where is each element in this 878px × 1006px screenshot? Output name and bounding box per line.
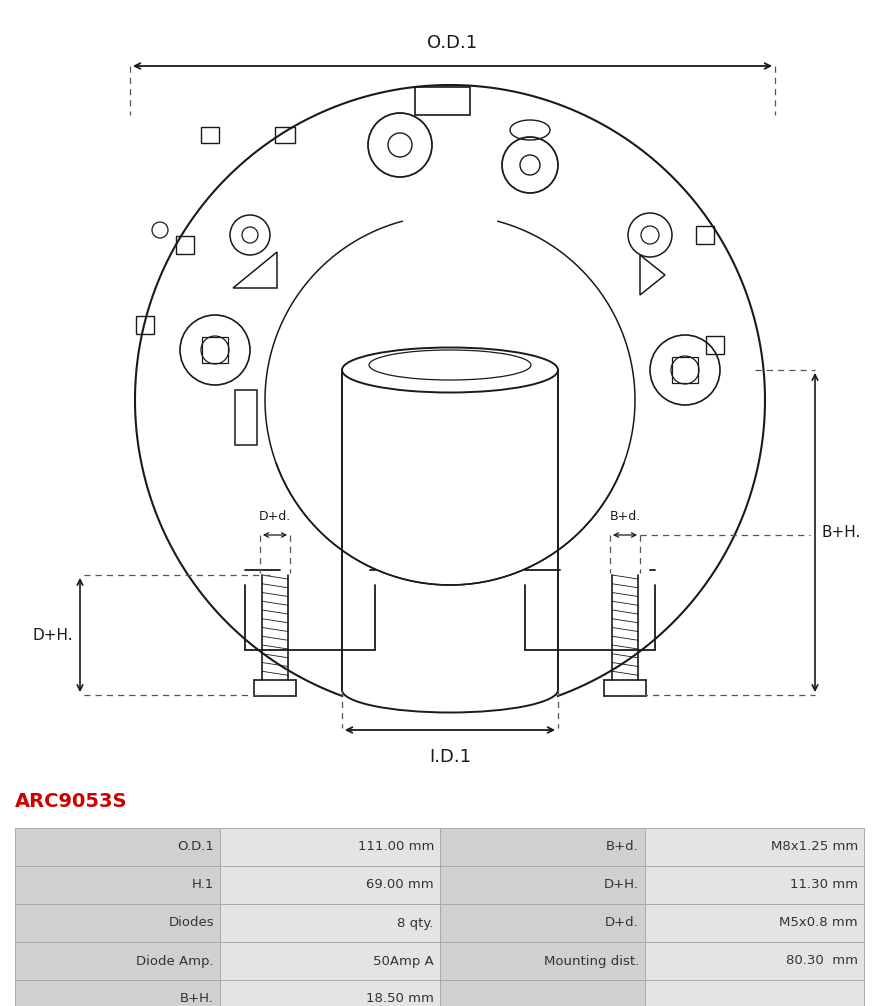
Text: I.D.1: I.D.1 <box>428 748 471 766</box>
Text: Mounting dist.: Mounting dist. <box>543 955 638 968</box>
Bar <box>15 866 220 904</box>
Bar <box>644 904 863 942</box>
Bar <box>414 87 470 115</box>
Bar <box>644 866 863 904</box>
Bar <box>220 942 440 980</box>
Text: D+d.: D+d. <box>605 916 638 930</box>
Text: 8 qty.: 8 qty. <box>397 916 434 930</box>
Bar <box>15 828 220 866</box>
Bar <box>440 980 644 1006</box>
Text: O.D.1: O.D.1 <box>177 840 213 853</box>
Bar <box>440 942 644 980</box>
Bar <box>644 828 863 866</box>
Bar <box>220 904 440 942</box>
Text: B+d.: B+d. <box>608 510 640 523</box>
Text: 80.30  mm: 80.30 mm <box>785 955 857 968</box>
Bar <box>15 904 220 942</box>
Bar <box>672 357 697 383</box>
Text: O.D.1: O.D.1 <box>427 34 477 52</box>
Text: B+d.: B+d. <box>606 840 638 853</box>
Bar <box>275 127 295 143</box>
Bar <box>15 980 220 1006</box>
Text: D+H.: D+H. <box>32 628 73 643</box>
Text: B+H.: B+H. <box>821 525 860 540</box>
Text: H.1: H.1 <box>191 878 213 891</box>
Bar <box>440 866 644 904</box>
Text: 11.30 mm: 11.30 mm <box>789 878 857 891</box>
Text: 50Amp A: 50Amp A <box>373 955 434 968</box>
Text: 111.00 mm: 111.00 mm <box>357 840 434 853</box>
Text: D+d.: D+d. <box>259 510 291 523</box>
Text: M5x0.8 mm: M5x0.8 mm <box>779 916 857 930</box>
Bar <box>695 226 713 244</box>
Bar <box>201 127 219 143</box>
Bar <box>15 942 220 980</box>
Bar <box>705 336 723 354</box>
Text: B+H.: B+H. <box>180 993 213 1006</box>
Text: 18.50 mm: 18.50 mm <box>366 993 434 1006</box>
Bar <box>136 316 154 334</box>
Text: D+H.: D+H. <box>603 878 638 891</box>
Text: ARC9053S: ARC9053S <box>15 792 127 811</box>
Bar <box>440 904 644 942</box>
Bar <box>202 337 227 363</box>
Bar <box>440 828 644 866</box>
Bar <box>220 866 440 904</box>
Bar <box>220 828 440 866</box>
Bar <box>644 942 863 980</box>
Text: 69.00 mm: 69.00 mm <box>366 878 434 891</box>
Text: Diode Amp.: Diode Amp. <box>136 955 213 968</box>
Text: Diodes: Diodes <box>169 916 213 930</box>
Bar <box>644 980 863 1006</box>
Bar <box>176 236 194 254</box>
Text: M8x1.25 mm: M8x1.25 mm <box>770 840 857 853</box>
Bar <box>234 390 256 445</box>
Bar <box>220 980 440 1006</box>
